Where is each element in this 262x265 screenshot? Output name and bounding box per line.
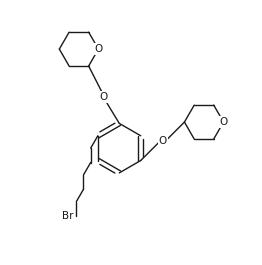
Text: O: O: [94, 44, 102, 54]
Text: O: O: [100, 92, 108, 102]
Text: Br: Br: [62, 211, 74, 221]
Text: O: O: [219, 117, 228, 127]
Text: O: O: [159, 136, 167, 146]
